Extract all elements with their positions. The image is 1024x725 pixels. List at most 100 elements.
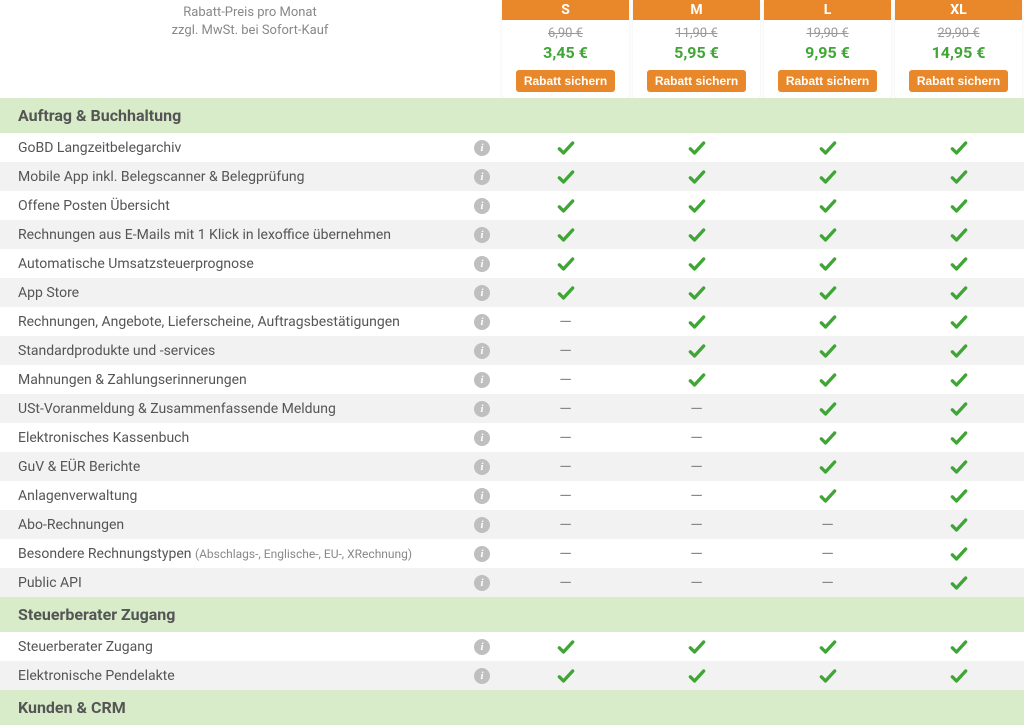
feature-cell: —: [631, 452, 762, 481]
info-icon[interactable]: i: [474, 546, 490, 562]
feature-cell: [631, 220, 762, 249]
info-icon[interactable]: i: [474, 314, 490, 330]
check-icon: [556, 666, 576, 686]
feature-row: Steuerberater Zugangi: [0, 632, 1024, 661]
info-icon[interactable]: i: [474, 343, 490, 359]
dash-icon: —: [559, 575, 572, 591]
feature-label-text: Automatische Umsatzsteuerprognose: [18, 256, 474, 272]
feature-row: Public APIi———: [0, 568, 1024, 597]
section-header: Auftrag & Buchhaltung: [0, 98, 1024, 133]
feature-label-text: Standardprodukte und -services: [18, 343, 474, 359]
feature-cell: —: [500, 394, 631, 423]
feature-label-text: Abo-Rechnungen: [18, 517, 474, 533]
feature-row: Abo-Rechnungeni———: [0, 510, 1024, 539]
feature-label-text: App Store: [18, 285, 474, 301]
check-icon: [687, 254, 707, 274]
info-icon[interactable]: i: [474, 227, 490, 243]
feature-cell: [762, 452, 893, 481]
info-icon[interactable]: i: [474, 430, 490, 446]
cta-button[interactable]: Rabatt sichern: [516, 70, 615, 92]
header-note: Rabatt-Preis pro Monat zzgl. MwSt. bei S…: [0, 0, 500, 50]
feature-label: Mahnungen & Zahlungserinnerungeni: [0, 368, 500, 392]
feature-cell: —: [631, 394, 762, 423]
info-icon[interactable]: i: [474, 285, 490, 301]
check-icon: [949, 283, 969, 303]
feature-cell: —: [500, 365, 631, 394]
check-icon: [818, 486, 838, 506]
feature-cell: [500, 162, 631, 191]
feature-cell: [631, 307, 762, 336]
info-icon[interactable]: i: [474, 401, 490, 417]
check-icon: [556, 254, 576, 274]
info-icon[interactable]: i: [474, 488, 490, 504]
check-icon: [818, 370, 838, 390]
check-icon: [818, 254, 838, 274]
feature-cell: —: [500, 423, 631, 452]
cta-button[interactable]: Rabatt sichern: [778, 70, 877, 92]
feature-cell: [631, 278, 762, 307]
check-icon: [949, 341, 969, 361]
dash-icon: —: [821, 546, 834, 562]
feature-cell: —: [500, 336, 631, 365]
feature-cell: [893, 249, 1024, 278]
feature-cell: —: [500, 510, 631, 539]
check-icon: [818, 167, 838, 187]
feature-cell: —: [762, 539, 893, 568]
feature-cell: [631, 191, 762, 220]
feature-row: Elektronische Pendelaktei: [0, 661, 1024, 690]
feature-cell: —: [631, 423, 762, 452]
info-icon[interactable]: i: [474, 575, 490, 591]
info-icon[interactable]: i: [474, 169, 490, 185]
check-icon: [687, 138, 707, 158]
feature-cell: [631, 632, 762, 661]
check-icon: [949, 312, 969, 332]
feature-label: Rechnungen, Angebote, Lieferscheine, Auf…: [0, 310, 500, 334]
feature-cell: [893, 191, 1024, 220]
cta-button[interactable]: Rabatt sichern: [647, 70, 746, 92]
feature-label: Elektronisches Kassenbuchi: [0, 426, 500, 450]
info-icon[interactable]: i: [474, 517, 490, 533]
feature-cell: [500, 278, 631, 307]
check-icon: [949, 370, 969, 390]
feature-cell: [762, 365, 893, 394]
section-header: Kunden & CRM: [0, 690, 1024, 725]
pricing-table: Rabatt-Preis pro Monat zzgl. MwSt. bei S…: [0, 0, 1024, 725]
cta-button[interactable]: Rabatt sichern: [909, 70, 1008, 92]
dash-icon: —: [559, 372, 572, 388]
feature-label-text: Anlagenverwaltung: [18, 488, 474, 504]
header-line2: zzgl. MwSt. bei Sofort-Kauf: [20, 22, 480, 40]
section-header: Steuerberater Zugang: [0, 597, 1024, 632]
check-icon: [818, 399, 838, 419]
feature-cell: [762, 307, 893, 336]
check-icon: [687, 167, 707, 187]
feature-label-text: Mobile App inkl. Belegscanner & Belegprü…: [18, 169, 474, 185]
info-icon[interactable]: i: [474, 140, 490, 156]
feature-cell: —: [500, 307, 631, 336]
feature-cell: —: [500, 568, 631, 597]
info-icon[interactable]: i: [474, 256, 490, 272]
feature-cell: [500, 632, 631, 661]
plan-prices: 6,90 €3,45 €: [502, 20, 629, 70]
feature-cell: [500, 661, 631, 690]
check-icon: [949, 428, 969, 448]
info-icon[interactable]: i: [474, 459, 490, 475]
feature-cell: [893, 423, 1024, 452]
feature-cell: [893, 661, 1024, 690]
info-icon[interactable]: i: [474, 372, 490, 388]
feature-cell: —: [500, 452, 631, 481]
header-row: Rabatt-Preis pro Monat zzgl. MwSt. bei S…: [0, 0, 1024, 98]
info-icon[interactable]: i: [474, 668, 490, 684]
feature-cell: [893, 133, 1024, 162]
feature-cell: [893, 162, 1024, 191]
info-icon[interactable]: i: [474, 639, 490, 655]
info-icon[interactable]: i: [474, 198, 490, 214]
check-icon: [687, 666, 707, 686]
feature-cell: —: [631, 510, 762, 539]
new-price: 3,45 €: [506, 43, 625, 62]
plan-header-xl: XL29,90 €14,95 €Rabatt sichern: [895, 0, 1022, 98]
feature-label-sub: (Abschlags-, Englische-, EU-, XRechnung): [195, 547, 412, 561]
feature-row: App Storei: [0, 278, 1024, 307]
dash-icon: —: [559, 314, 572, 330]
check-icon: [556, 283, 576, 303]
feature-cell: [500, 191, 631, 220]
